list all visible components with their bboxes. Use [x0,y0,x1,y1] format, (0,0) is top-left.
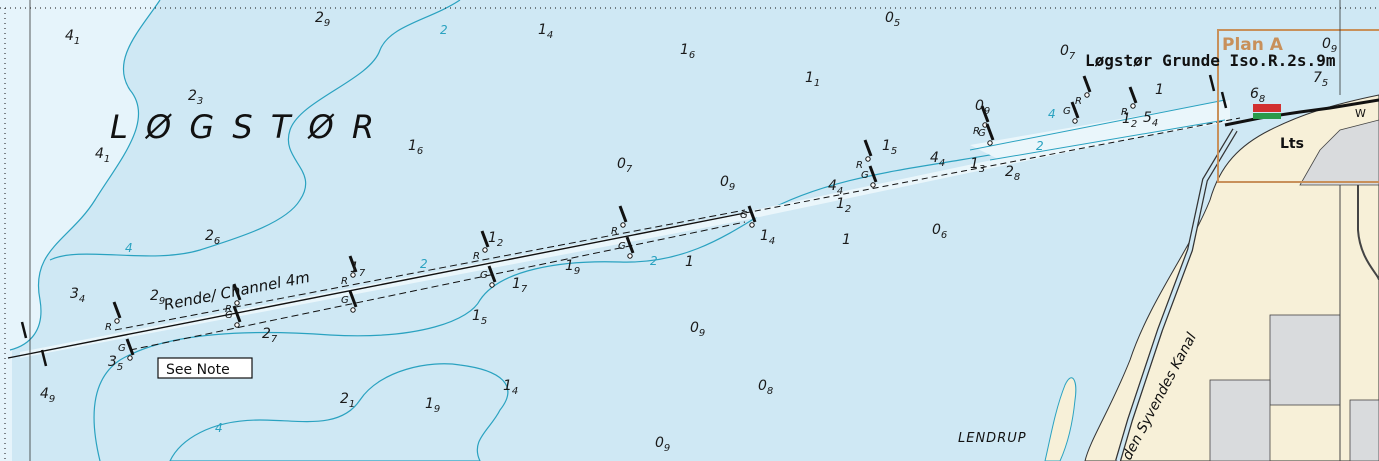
built-area-3 [1209,379,1271,461]
canal-water [1116,129,1237,461]
light-label: Løgstør Grunde Iso.R.2s.9m [1085,51,1336,70]
contour-depth-label: 2 [440,23,448,37]
starboard-buoy[interactable] [487,265,497,283]
see-note-box[interactable] [157,357,253,379]
starboard-buoy[interactable] [985,123,995,141]
see-note-label[interactable]: See Note [166,362,230,378]
starboard-buoy[interactable] [747,205,757,223]
contour-labels: 2 2 4 2 4 2 4 [125,23,1056,435]
contour-depth-label: 4 [215,421,223,435]
buoy-position [870,182,876,188]
sounding: 1 [685,254,694,270]
buoy-letter: G [740,210,748,221]
buoy-letter: R [856,160,863,171]
buoy-position [1084,92,1090,98]
buoy-position [865,156,871,162]
buoy-letter: G [1063,106,1071,117]
port-buoy[interactable] [232,283,242,301]
buoy-letter: G [861,170,869,181]
buoy-letter: R [1075,96,1082,107]
starboard-light-marker [1253,113,1281,119]
road [1357,185,1379,281]
pier [1224,98,1379,127]
buoy-letter: G [978,128,986,139]
buoy-position [127,355,133,361]
sounding: 1 [1155,82,1164,98]
contour-depth-label: 2 [420,257,428,271]
lendrup-label: LENDRUP [958,431,1027,446]
buoy-position [627,253,633,259]
buoy-letter: G [225,310,233,321]
buoy-position [1130,103,1136,109]
port-light-marker [1253,104,1281,112]
shallow-water-west [0,0,160,350]
buoy-position [489,282,495,288]
leading-light[interactable] [1208,74,1216,92]
channel-limit-north [114,209,746,331]
leading-line [7,212,746,359]
starboard-buoy[interactable] [625,236,635,254]
buoy-position [350,307,356,313]
starboard-buoy[interactable] [1070,101,1080,119]
depth-contour-west [9,0,161,351]
channel-limit-south [129,221,746,351]
buoy-letter: R [473,251,480,262]
port-buoy[interactable] [1128,86,1138,104]
port-buoy[interactable] [1082,75,1092,93]
depth-contour-4m-south [169,363,509,461]
starboard-buoy[interactable] [232,305,242,323]
built-area-2 [1269,314,1341,406]
depth-contour-2m [49,0,461,261]
starboard-buoy[interactable] [125,338,135,356]
sounding: 1 [842,232,851,248]
port-buoy[interactable] [348,255,358,273]
built-area-1 [1299,119,1379,186]
plan-a-box [1217,29,1379,183]
leading-light[interactable] [40,349,48,367]
leading-light[interactable] [20,321,28,339]
port-buoy[interactable] [980,105,990,123]
buoy-position [620,222,626,228]
buoy-position [234,322,240,328]
west-mark: W [1355,107,1366,120]
buoy-letter: R [105,322,112,333]
buoy-position [987,140,993,146]
buoy-letter: G [341,295,349,306]
buoy-position [1072,118,1078,124]
buoy-letter: R [1121,107,1128,118]
port-buoy[interactable] [863,139,873,157]
buoy-position [749,222,755,228]
area-name: L Ø G S T Ø R [110,108,378,146]
contour-depth-label: 4 [125,241,133,255]
buoy-position [482,247,488,253]
starboard-buoy[interactable] [868,165,878,183]
buoy-letter: R [611,226,618,237]
buoy-letter: G [480,270,488,281]
buoy-position [350,272,356,278]
contour-depth-label: 4 [1048,107,1056,121]
lendrup-shoal [1044,377,1077,461]
port-buoy[interactable] [112,301,122,319]
port-buoy[interactable] [618,205,628,223]
lights-label: Lts [1280,136,1304,152]
buoy-letter: R [341,276,348,287]
buoy-position [234,300,240,306]
plan-label[interactable]: Plan A [1222,35,1284,55]
contour-depth-label: 2 [650,254,658,268]
buoy-letter: R [225,304,232,315]
contour-depth-label: 2 [1036,139,1044,153]
buoy-position [114,318,120,324]
buoy-letter: R [973,126,980,137]
leading-light[interactable] [1220,91,1228,109]
port-buoy[interactable] [480,230,490,248]
buoy-letter: G [618,241,626,252]
buoy-letter: G [118,343,126,354]
starboard-buoy[interactable] [348,290,358,308]
